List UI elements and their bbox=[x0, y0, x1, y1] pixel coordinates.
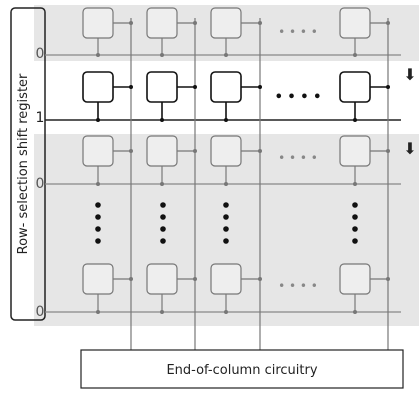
junction-dot bbox=[160, 118, 164, 122]
junction-dot bbox=[96, 182, 100, 186]
pixel-cell bbox=[146, 263, 178, 295]
pixel-cell bbox=[210, 135, 242, 167]
vertical-ellipsis-dot bbox=[223, 214, 229, 220]
junction-dot bbox=[224, 310, 228, 314]
row-value-1: 1 bbox=[36, 110, 45, 126]
vertical-ellipsis-dot bbox=[352, 226, 358, 232]
junction-dot bbox=[96, 118, 100, 122]
junction-dot bbox=[96, 53, 100, 57]
pixel-cell bbox=[339, 7, 371, 39]
pixel-cell bbox=[146, 135, 178, 167]
pixel-cell bbox=[146, 7, 178, 39]
shift-arrow-down-icon: ⬇ bbox=[403, 65, 416, 84]
vertical-ellipsis-dot bbox=[95, 214, 101, 220]
junction-dot bbox=[386, 85, 390, 89]
pixel-cell bbox=[339, 135, 371, 167]
ellipsis-row-1: • • • • bbox=[275, 90, 322, 105]
junction-dot bbox=[96, 310, 100, 314]
junction-dot bbox=[224, 53, 228, 57]
vertical-ellipsis-dot bbox=[352, 238, 358, 244]
junction-dot bbox=[193, 21, 197, 25]
pixel-cell bbox=[210, 71, 242, 103]
pixel-cell bbox=[210, 7, 242, 39]
junction-dot bbox=[129, 277, 133, 281]
vertical-ellipsis-dot bbox=[223, 202, 229, 208]
junction-dot bbox=[386, 277, 390, 281]
junction-dot bbox=[353, 53, 357, 57]
junction-dot bbox=[193, 149, 197, 153]
pixel-cell bbox=[339, 71, 371, 103]
shift-arrow-down-icon: ⬇ bbox=[403, 139, 416, 158]
junction-dot bbox=[224, 182, 228, 186]
vertical-ellipsis-dot bbox=[160, 202, 166, 208]
junction-dot bbox=[386, 149, 390, 153]
vertical-ellipsis-dot bbox=[223, 238, 229, 244]
junction-dot bbox=[193, 277, 197, 281]
pixel-cell bbox=[82, 7, 114, 39]
vertical-ellipsis-dot bbox=[95, 226, 101, 232]
junction-dot bbox=[386, 21, 390, 25]
pixel-cell bbox=[210, 263, 242, 295]
vertical-ellipsis-dot bbox=[95, 238, 101, 244]
ellipsis-row-3: • • • • bbox=[278, 279, 318, 293]
vertical-ellipsis-dot bbox=[160, 226, 166, 232]
pixel-cells bbox=[82, 7, 390, 314]
end-of-column-label: End-of-column circuitry bbox=[166, 363, 317, 378]
junction-dot bbox=[224, 118, 228, 122]
pixel-cell bbox=[82, 263, 114, 295]
vertical-ellipsis-dot bbox=[352, 202, 358, 208]
row-value-3: 0 bbox=[36, 304, 45, 320]
shift-register-label: Row- selection shift register bbox=[16, 73, 31, 254]
junction-dot bbox=[160, 182, 164, 186]
junction-dot bbox=[353, 182, 357, 186]
end-of-column-box bbox=[80, 349, 404, 389]
junction-dot bbox=[258, 277, 262, 281]
junction-dot bbox=[258, 149, 262, 153]
junction-dot bbox=[193, 85, 197, 89]
pixel-cell bbox=[146, 71, 178, 103]
junction-dot bbox=[129, 85, 133, 89]
pixel-cell bbox=[339, 263, 371, 295]
vertical-ellipsis-dot bbox=[160, 214, 166, 220]
pixel-cell bbox=[82, 71, 114, 103]
vertical-ellipsis-dot bbox=[352, 214, 358, 220]
junction-dot bbox=[160, 53, 164, 57]
row-value-0: 0 bbox=[36, 46, 45, 62]
junction-dot bbox=[129, 21, 133, 25]
junction-dot bbox=[258, 21, 262, 25]
junction-dot bbox=[353, 118, 357, 122]
row-value-2: 0 bbox=[36, 176, 45, 192]
ellipsis-row-0: • • • • bbox=[278, 25, 318, 39]
vertical-ellipsis-dot bbox=[160, 238, 166, 244]
junction-dot bbox=[129, 149, 133, 153]
junction-dot bbox=[353, 310, 357, 314]
ellipsis-row-2: • • • • bbox=[278, 151, 318, 165]
vertical-ellipsis-dot bbox=[223, 226, 229, 232]
junction-dot bbox=[160, 310, 164, 314]
shift-register-box bbox=[10, 7, 46, 321]
junction-dot bbox=[258, 85, 262, 89]
vertical-ellipsis-group bbox=[95, 202, 358, 244]
vertical-ellipsis-dot bbox=[95, 202, 101, 208]
pixel-cell bbox=[82, 135, 114, 167]
